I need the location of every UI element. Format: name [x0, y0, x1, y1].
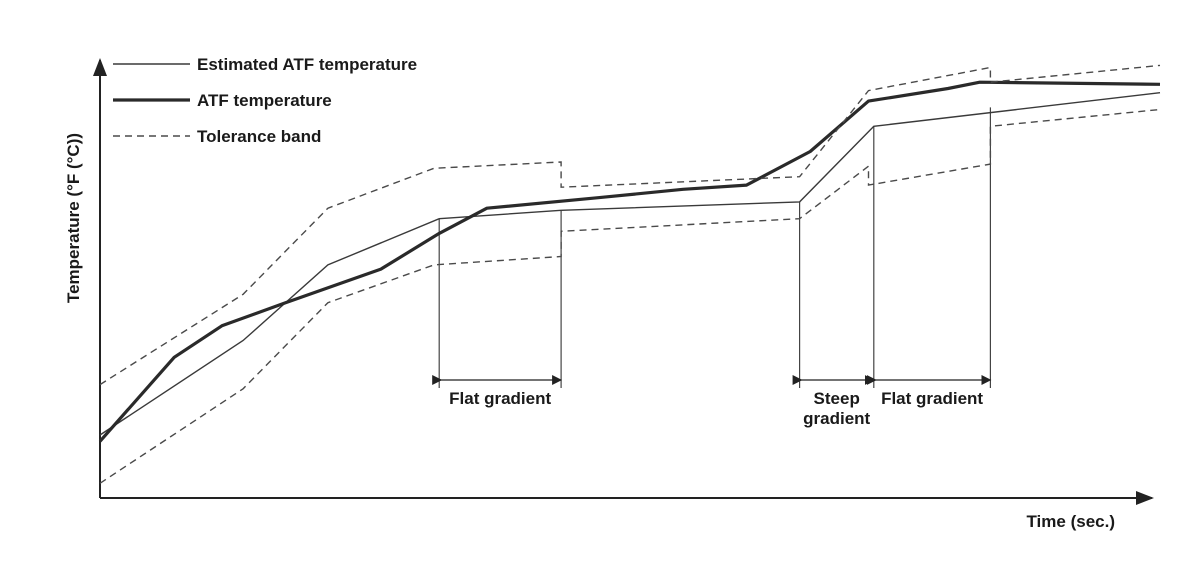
legend-label-tolerance: Tolerance band	[197, 127, 321, 146]
annotation-label-line: Steep	[814, 389, 860, 408]
annotation-label-line: Flat gradient	[449, 389, 551, 408]
reference-lines	[438, 107, 992, 388]
series-layer	[98, 64, 1161, 484]
x-axis-label: Time (sec.)	[1026, 512, 1115, 531]
legend: Estimated ATF temperature ATF temperatur…	[113, 55, 417, 146]
legend-label-estimated: Estimated ATF temperature	[197, 55, 417, 74]
annotation-label-line: gradient	[803, 409, 870, 428]
annotation-label-0: Flat gradient	[449, 389, 551, 408]
annotation-label-1: Steep gradient	[803, 389, 870, 428]
annotation-label-2: Flat gradient	[881, 389, 983, 408]
annotation-label-line: Flat gradient	[881, 389, 983, 408]
legend-label-atf: ATF temperature	[197, 91, 332, 110]
series-line-2	[99, 64, 1161, 386]
series-line-1	[98, 80, 1161, 443]
series-line-0	[99, 92, 1161, 436]
gradient-annotations: Flat gradient Steep gradient Flat gradient	[432, 375, 992, 428]
y-axis-label: Temperature (°F (°C))	[64, 133, 83, 303]
series-line-3	[99, 108, 1161, 484]
